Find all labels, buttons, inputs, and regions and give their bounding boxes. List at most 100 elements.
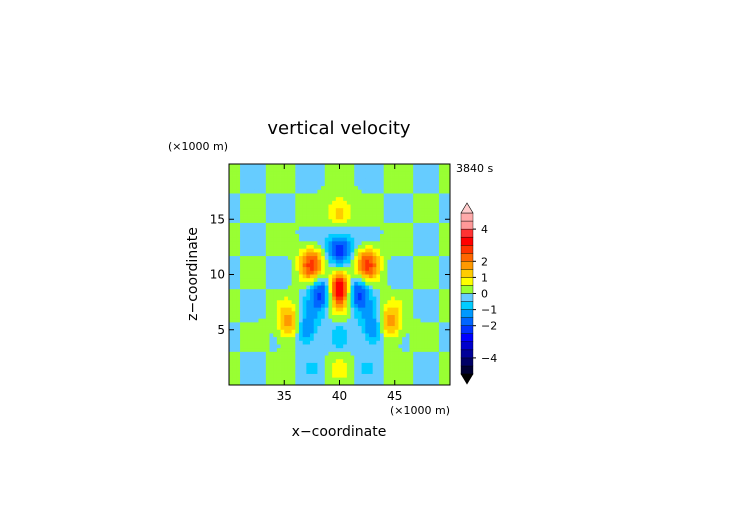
field-cell [298, 337, 304, 342]
field-cell [236, 333, 241, 338]
field-cell [280, 226, 285, 231]
field-cell [368, 333, 374, 338]
field-cell [438, 340, 444, 345]
field-cell [416, 348, 421, 353]
field-cell [306, 281, 311, 286]
field-cell [273, 204, 278, 209]
field-cell [376, 237, 381, 242]
field-cell [427, 171, 432, 176]
field-cell [291, 337, 296, 342]
field-cell [354, 292, 359, 297]
field-cell [383, 204, 388, 209]
field-cell [302, 285, 307, 290]
field-cell [317, 318, 322, 323]
field-cell [365, 252, 370, 257]
field-cell [232, 182, 237, 187]
field-cell [276, 300, 281, 305]
field-cell [328, 377, 333, 382]
field-cell [265, 215, 270, 220]
field-cell [435, 256, 440, 261]
field-cell [350, 178, 355, 183]
field-cell [258, 333, 263, 338]
field-cell [236, 197, 241, 202]
field-cell [240, 344, 245, 349]
field-cell [295, 186, 300, 191]
field-cell [240, 329, 245, 334]
field-cell [387, 208, 392, 213]
field-cell [313, 208, 318, 213]
field-cell [376, 248, 381, 253]
field-cell [380, 370, 385, 375]
field-cell [442, 222, 447, 228]
field-cell [427, 182, 432, 187]
field-cell [287, 289, 293, 294]
field-cell [258, 326, 263, 331]
field-cell [295, 370, 300, 375]
field-cell [416, 362, 421, 367]
field-cell [394, 245, 399, 250]
field-cell [372, 289, 377, 294]
field-cell [295, 333, 300, 338]
field-cell [287, 200, 293, 205]
field-cell [446, 204, 451, 209]
field-cell [383, 237, 388, 242]
field-cell [295, 171, 300, 176]
field-cell [269, 186, 274, 191]
field-cell [310, 285, 315, 290]
field-cell [438, 197, 444, 202]
field-cell [335, 377, 340, 382]
field-cell [269, 241, 274, 246]
field-cell [258, 208, 263, 213]
field-cell [357, 186, 362, 191]
field-cell [287, 241, 293, 246]
field-cell [346, 256, 351, 261]
field-cell [372, 219, 377, 224]
field-cell [265, 366, 270, 371]
field-cell [287, 267, 293, 272]
field-cell [332, 263, 337, 268]
field-cell [416, 178, 421, 183]
field-cell [424, 186, 429, 191]
field-cell [350, 182, 355, 187]
field-cell [265, 326, 270, 331]
field-cell [431, 186, 436, 191]
field-cell [284, 252, 289, 257]
field-cell [365, 164, 370, 169]
field-cell [306, 167, 311, 172]
field-cell [442, 278, 447, 283]
field-cell [446, 329, 451, 334]
field-cell [413, 278, 418, 283]
field-cell [306, 296, 311, 301]
field-cell [291, 318, 296, 323]
field-cell [427, 178, 432, 183]
field-cell [240, 219, 245, 224]
field-cell [376, 211, 381, 216]
field-cell [328, 285, 333, 290]
field-cell [265, 167, 270, 172]
field-cell [405, 274, 410, 279]
field-cell [247, 267, 252, 272]
field-cell [276, 303, 281, 309]
field-cell [446, 337, 451, 342]
field-cell [321, 377, 326, 382]
field-cell [262, 289, 267, 294]
field-cell [302, 322, 307, 327]
field-cell [332, 186, 337, 191]
field-cell [247, 167, 252, 172]
field-cell [313, 322, 318, 327]
field-cell [247, 281, 252, 286]
field-cell [269, 222, 274, 228]
field-cell [350, 307, 355, 312]
field-cell [332, 300, 337, 305]
field-cell [365, 219, 370, 224]
field-cell [368, 315, 374, 320]
field-cell [361, 362, 366, 367]
field-cell [350, 211, 355, 216]
field-cell [346, 300, 351, 305]
field-cell [317, 252, 322, 257]
field-cell [409, 307, 414, 312]
field-cell [276, 373, 281, 379]
field-cell [291, 289, 296, 294]
field-cell [276, 333, 281, 338]
field-cell [284, 167, 289, 172]
